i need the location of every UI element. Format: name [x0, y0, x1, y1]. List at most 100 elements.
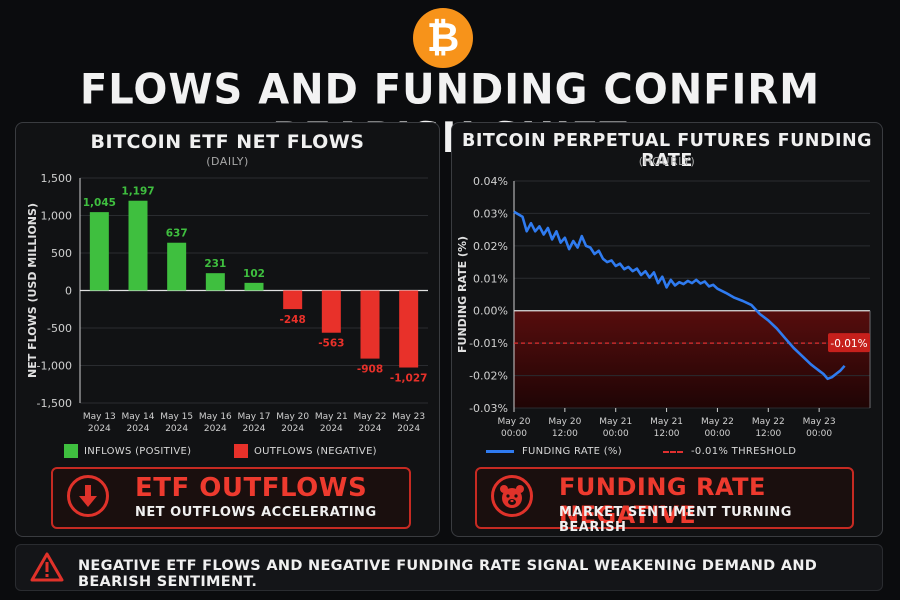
x-tick-label: May 17: [238, 412, 271, 422]
x-tick-label: May 13: [83, 412, 116, 422]
bar: [244, 282, 264, 291]
x-tick-label: 12:00: [552, 429, 578, 439]
x-tick-label: May 23: [392, 412, 425, 422]
x-tick-label: 00:00: [603, 429, 629, 439]
funding-rate-line: [513, 210, 846, 381]
x-tick-label: May 21: [599, 417, 632, 427]
bar-value-label: 1,045: [83, 197, 116, 209]
legend-threshold-label: -0.01% THRESHOLD: [691, 446, 797, 457]
y-tick-label: 0.01%: [473, 272, 508, 285]
bitcoin-icon: ₿: [426, 15, 460, 61]
y-tick-label: -1,000: [37, 360, 72, 373]
negative-zone: [514, 310, 870, 408]
etf-bar-chart: -1,500 -1,000 -500 0 500 1,000 1,500 NET FLOWS …: [26, 172, 428, 434]
x-tick-label: May 15: [160, 412, 193, 422]
y-tick-label: 0.00%: [473, 305, 508, 318]
y-tick-label: 500: [51, 247, 72, 260]
x-tick-label: 00:00: [806, 429, 832, 439]
x-tick-label: 12:00: [654, 429, 680, 439]
x-tick-label: May 22: [701, 417, 734, 427]
etf-outflows-callout: ETF OUTFLOWS NET OUTFLOWS ACCELERATING: [51, 467, 411, 529]
funding-chart-title: BITCOIN PERPETUAL FUTURES FUNDING RATE: [462, 131, 872, 171]
x-tick-label: 00:00: [501, 429, 527, 439]
x-tick-label: May 14: [122, 412, 155, 422]
funding-line-chart: -0.03% -0.02% -0.01% 0.00% 0.01% 0.02% 0.03% 0.…: [456, 175, 871, 439]
bar: [321, 290, 341, 333]
outflows-swatch: [234, 444, 248, 458]
bar: [205, 273, 225, 291]
x-tick-label: 12:00: [755, 429, 781, 439]
funding-negative-callout: FUNDING RATE NEGATIVE MARKET SENTIMENT T…: [475, 467, 854, 535]
legend-outflows: OUTFLOWS (NEGATIVE): [234, 444, 377, 458]
threshold-swatch: [663, 450, 683, 453]
y-tick-label: -0.01%: [469, 337, 508, 350]
bar-value-label: -563: [318, 338, 344, 350]
footer-text: NEGATIVE ETF FLOWS AND NEGATIVE FUNDING …: [78, 558, 818, 590]
y-tick-label: 0.02%: [473, 240, 508, 253]
down-arrow-icon: [67, 475, 109, 517]
funding-line-swatch: [486, 450, 514, 453]
bar-value-label: 231: [204, 258, 226, 270]
threshold-label: -0.01%: [830, 338, 867, 350]
etf-chart-title: BITCOIN ETF NET FLOWS: [90, 131, 365, 153]
bar: [167, 242, 187, 291]
x-tick-label: May 21: [650, 417, 683, 427]
x-tick-label: 2024: [359, 424, 382, 434]
x-tick-label: May 22: [752, 417, 785, 427]
bar-value-label: 637: [166, 228, 188, 240]
warning-icon: [30, 552, 64, 586]
funding-callout-subtext: MARKET SENTIMENT TURNING BEARISH: [559, 505, 792, 535]
y-tick-label: 0.03%: [473, 207, 508, 220]
y-tick-label: 0: [65, 285, 72, 298]
x-tick-label: May 23: [803, 417, 836, 427]
bar-value-label: -1,027: [390, 373, 428, 385]
x-tick-label: May 16: [199, 412, 232, 422]
bar: [360, 290, 380, 359]
y-tick-label: 0.04%: [473, 175, 508, 188]
y-tick-label: -500: [47, 322, 72, 335]
bear-icon: [491, 475, 533, 517]
funding-callout-headline: FUNDING RATE NEGATIVE: [559, 473, 766, 529]
x-tick-label: May 21: [315, 412, 348, 422]
x-tick-label: 00:00: [704, 429, 730, 439]
etf-callout-headline: ETF OUTFLOWS: [135, 473, 368, 503]
funding-chart-subtitle: (HOURLY): [638, 155, 696, 168]
etf-chart-subtitle: (DAILY): [206, 155, 249, 168]
x-tick-label: 2024: [320, 424, 343, 434]
bar-value-label: -248: [280, 314, 306, 326]
bar-value-label: 1,197: [121, 186, 154, 198]
inflows-swatch: [64, 444, 78, 458]
bar-value-label: -908: [357, 364, 383, 376]
x-tick-label: May 20: [498, 417, 531, 427]
legend-funding-label: FUNDING RATE (%): [522, 446, 622, 457]
footer-banner: NEGATIVE ETF FLOWS AND NEGATIVE FUNDING …: [15, 544, 883, 591]
legend-inflows: INFLOWS (POSITIVE): [64, 444, 191, 458]
bar: [128, 200, 148, 291]
x-tick-label: 2024: [127, 424, 150, 434]
bar-value-label: 102: [243, 268, 265, 280]
bar: [89, 212, 109, 291]
x-tick-label: 2024: [397, 424, 420, 434]
x-tick-label: 2024: [88, 424, 111, 434]
y-tick-label: -1,500: [37, 397, 72, 410]
y-tick-label: 1,500: [41, 172, 73, 185]
threshold-badge: [828, 333, 870, 353]
x-tick-label: 2024: [281, 424, 304, 434]
y-tick-label: 1,000: [41, 210, 73, 223]
bar: [283, 290, 303, 310]
x-tick-label: May 20: [276, 412, 309, 422]
y-tick-label: -0.02%: [469, 370, 508, 383]
legend-funding-rate: FUNDING RATE (%): [486, 446, 622, 457]
x-tick-label: May 20: [548, 417, 581, 427]
x-tick-label: 2024: [204, 424, 227, 434]
y-axis-label: FUNDING RATE (%): [456, 236, 469, 353]
x-tick-label: 2024: [165, 424, 188, 434]
bar: [399, 290, 419, 368]
legend-outflows-label: OUTFLOWS (NEGATIVE): [254, 445, 377, 457]
etf-callout-subtext: NET OUTFLOWS ACCELERATING: [135, 505, 377, 520]
legend-inflows-label: INFLOWS (POSITIVE): [84, 445, 192, 457]
bitcoin-logo: ₿: [413, 8, 473, 68]
x-tick-label: 2024: [243, 424, 266, 434]
y-tick-label: -0.03%: [469, 402, 508, 415]
legend-threshold: -0.01% THRESHOLD: [663, 446, 796, 457]
